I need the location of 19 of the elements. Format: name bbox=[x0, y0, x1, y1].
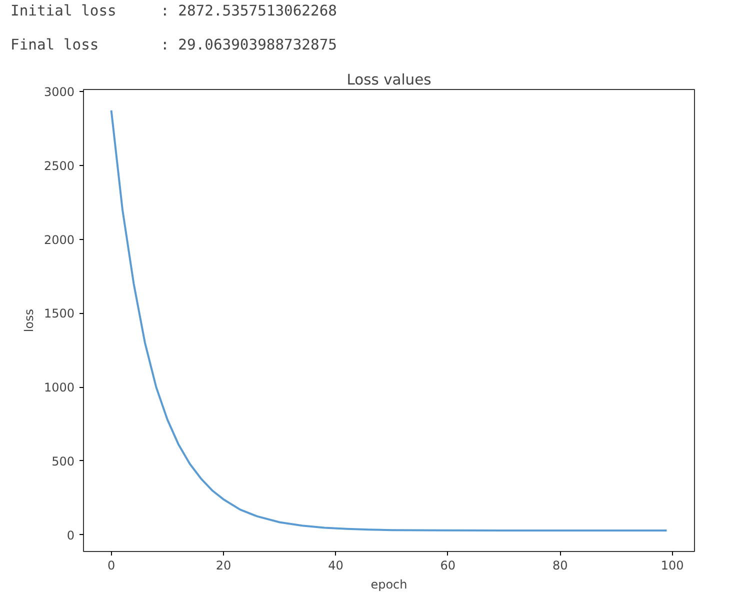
text: Initial loss : 2872.5357513062268 bbox=[10, 2, 337, 20]
line-series bbox=[110, 109, 668, 532]
chart-title: Loss values bbox=[346, 72, 432, 88]
x-tick-label: 100 bbox=[660, 558, 684, 572]
y-tick-label: 500 bbox=[52, 454, 74, 468]
y-tick-label: 2000 bbox=[44, 232, 75, 247]
x-axis-title: epoch bbox=[370, 578, 408, 592]
y-tick-label: 0 bbox=[66, 528, 75, 542]
y-axis-title: loss bbox=[22, 308, 36, 332]
y-tick-label: 2500 bbox=[44, 158, 75, 173]
x-tick-label: 80 bbox=[552, 558, 568, 572]
y-tick-label: 1500 bbox=[44, 306, 75, 321]
y-tick-label: 1000 bbox=[44, 380, 75, 395]
text: Final loss : 29.063903988732875 bbox=[10, 36, 337, 54]
x-tick-label: 0 bbox=[107, 558, 116, 572]
x-tick-label: 20 bbox=[216, 558, 232, 572]
x-tick-label: 40 bbox=[328, 558, 344, 572]
y-tick-label: 3000 bbox=[44, 85, 75, 100]
x-tick-label: 60 bbox=[440, 558, 456, 572]
